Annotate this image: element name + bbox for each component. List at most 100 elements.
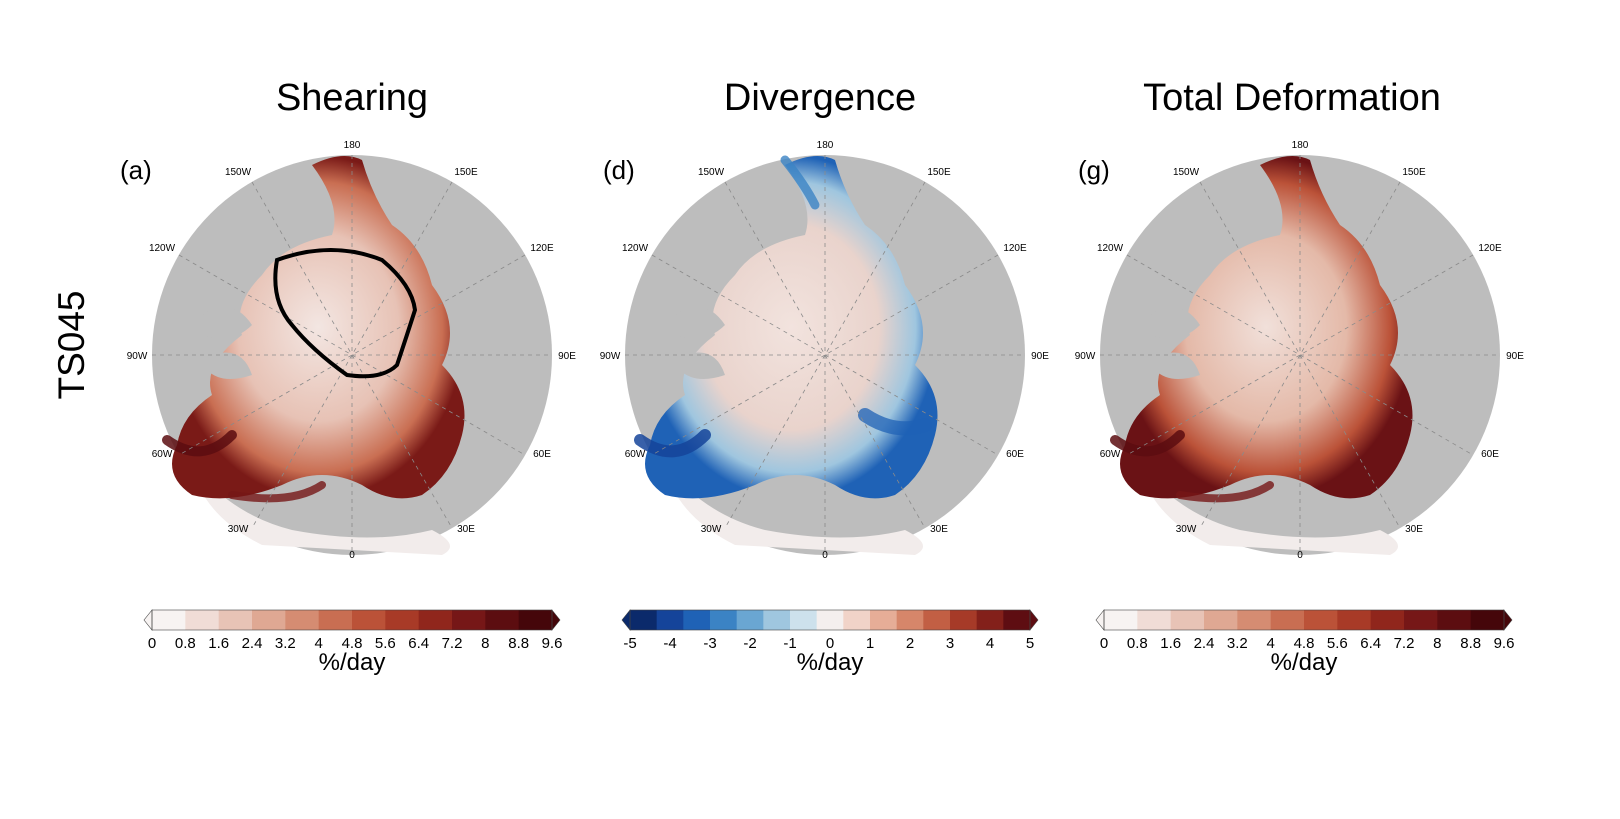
panel-title: Total Deformation xyxy=(1143,77,1441,119)
archipelago-islands xyxy=(675,307,725,379)
colorbar-tick-label: 4 xyxy=(1266,635,1274,652)
lon-label-60e: 60E xyxy=(533,449,551,460)
lon-label-150e: 150E xyxy=(927,167,951,178)
colorbar-swatch xyxy=(185,610,220,630)
longitude-labels: 180 150E 120E 90E 60E 30E 0 30W 60W 90W … xyxy=(600,140,1050,561)
colorbar-tick-label: 4 xyxy=(986,635,994,652)
colorbar-tick-label: -4 xyxy=(663,635,676,652)
colorbar-tick-label: 7.2 xyxy=(1394,635,1415,652)
panel-divergence: Divergence (d) 180 150E 120E 90E xyxy=(600,77,1050,676)
lon-label-30e: 30E xyxy=(457,524,475,535)
colorbar-tick-label: 8 xyxy=(481,635,489,652)
high-deformation-band xyxy=(162,430,237,457)
lon-label-120w: 120W xyxy=(622,243,649,254)
lon-label-150e: 150E xyxy=(1402,167,1426,178)
lon-label-120e: 120E xyxy=(530,243,554,254)
archipelago-islands xyxy=(1150,307,1200,379)
colorbar-swatch xyxy=(1370,610,1405,630)
colorbar-tick-label: 0 xyxy=(1100,635,1108,652)
colorbar-swatch xyxy=(1003,610,1031,630)
colorbar-swatch xyxy=(1104,610,1138,630)
lon-label-150w: 150W xyxy=(698,167,725,178)
colorbar-tick-label: 3.2 xyxy=(1227,635,1248,652)
colorbar-tick-label: 2.4 xyxy=(242,635,263,652)
lon-label-150e: 150E xyxy=(454,167,478,178)
colorbar-swatch xyxy=(218,610,253,630)
colorbar-swatch xyxy=(843,610,871,630)
colorbar-swatch xyxy=(385,610,420,630)
colorbar-swatch xyxy=(318,610,353,630)
colorbar-swatch xyxy=(485,610,520,630)
colorbar-tick-label: 4.8 xyxy=(1294,635,1315,652)
lon-label-120w: 120W xyxy=(149,243,176,254)
high-deformation-band-2 xyxy=(1176,481,1274,503)
colorbar-tick-label: 8.8 xyxy=(1460,635,1481,652)
colorbar: 0 0.8 1.6 2.4 3.2 4 4.8 5.6 6.4 7.2 8 8.8 9.6 xyxy=(1095,609,1514,652)
colorbar-swatch xyxy=(763,610,791,630)
archipelago-islands xyxy=(202,307,252,379)
longitude-labels: 180 150E 120E 90E 60E 30E 0 30W 60W 90W … xyxy=(127,140,577,561)
colorbar-tick-label: 3.2 xyxy=(275,635,296,652)
lon-label-60w: 60W xyxy=(1100,449,1121,460)
panel-letter: (g) xyxy=(1078,155,1110,185)
lon-label-60e: 60E xyxy=(1006,449,1024,460)
colorbar-swatch xyxy=(1304,610,1338,630)
lon-label-60e: 60E xyxy=(1481,449,1499,460)
colorbar-tick-label: 9.6 xyxy=(542,635,563,652)
colorbar-swatch xyxy=(1404,610,1438,630)
lon-label-90w: 90W xyxy=(127,351,148,362)
sea-ice-field xyxy=(1120,156,1413,499)
colorbar-swatch xyxy=(418,610,453,630)
colorbar-tick-label: 0.8 xyxy=(175,635,196,652)
colorbar-swatch xyxy=(452,610,486,630)
colorbar-tick-label: -5 xyxy=(623,635,636,652)
longitude-labels: 180 150E 120E 90E 60E 30E 0 30W 60W 90W … xyxy=(1075,140,1525,561)
colorbar-swatch xyxy=(1270,610,1305,630)
colorbar-swatch xyxy=(285,610,320,630)
convergence-band-3 xyxy=(780,155,820,210)
lon-label-30w: 30W xyxy=(1176,524,1197,535)
colorbar-swatch xyxy=(1204,610,1238,630)
graticule xyxy=(625,155,1025,555)
colorbar-unit: %/day xyxy=(797,649,864,676)
colorbar-tick-label: 0.8 xyxy=(1127,635,1148,652)
colorbar-tick-label: 1.6 xyxy=(1160,635,1181,652)
lon-label-90w: 90W xyxy=(1075,351,1096,362)
high-deformation-band xyxy=(1110,430,1185,457)
lon-label-0: 0 xyxy=(822,550,828,561)
colorbar-tick-label: 6.4 xyxy=(408,635,429,652)
lon-label-150w: 150W xyxy=(225,167,252,178)
colorbar: -5 -4 -3 -2 -1 0 1 2 3 4 5 xyxy=(621,609,1039,652)
colorbar-swatch xyxy=(816,610,844,630)
colorbar-tick-label: -1 xyxy=(783,635,796,652)
colorbar-outline xyxy=(629,609,1031,631)
polar-map: 180 150E 120E 90E 60E 30E 0 30W 60W 90W … xyxy=(127,140,577,561)
colorbar-tick-label: 3 xyxy=(946,635,954,652)
lon-label-90e: 90E xyxy=(1031,351,1049,362)
atlantic-ice-region xyxy=(1140,465,1398,555)
colorbar-min-arrow xyxy=(143,609,153,631)
panel-title: Divergence xyxy=(724,77,916,119)
colorbar-tick-label: 0 xyxy=(826,635,834,652)
colorbar-swatch xyxy=(736,610,764,630)
colorbar-tick-label: 8.8 xyxy=(508,635,529,652)
lon-label-180: 180 xyxy=(1292,140,1309,151)
colorbar: 0 0.8 1.6 2.4 3.2 4 4.8 5.6 6.4 7.2 8 8.8 9.6 xyxy=(143,609,563,652)
colorbar-tick-label: 8 xyxy=(1433,635,1441,652)
colorbar-tick-label: 4 xyxy=(314,635,322,652)
lon-label-90w: 90W xyxy=(600,351,621,362)
colorbar-min-arrow xyxy=(1095,609,1105,631)
row-label: TS045 xyxy=(51,290,92,399)
colorbar-swatch xyxy=(1237,610,1272,630)
colorbar-swatch xyxy=(1470,610,1505,630)
sea-ice-field xyxy=(172,156,465,499)
graticule xyxy=(1100,155,1500,555)
polar-map: 180 150E 120E 90E 60E 30E 0 30W 60W 90W … xyxy=(1075,140,1525,561)
atlantic-ice-region xyxy=(665,465,923,555)
lon-label-60w: 60W xyxy=(625,449,646,460)
colorbar-swatch xyxy=(710,610,738,630)
colorbar-min-arrow xyxy=(621,609,631,631)
colorbar-swatch xyxy=(656,610,684,630)
contour-outline xyxy=(273,248,418,379)
lon-label-180: 180 xyxy=(817,140,834,151)
